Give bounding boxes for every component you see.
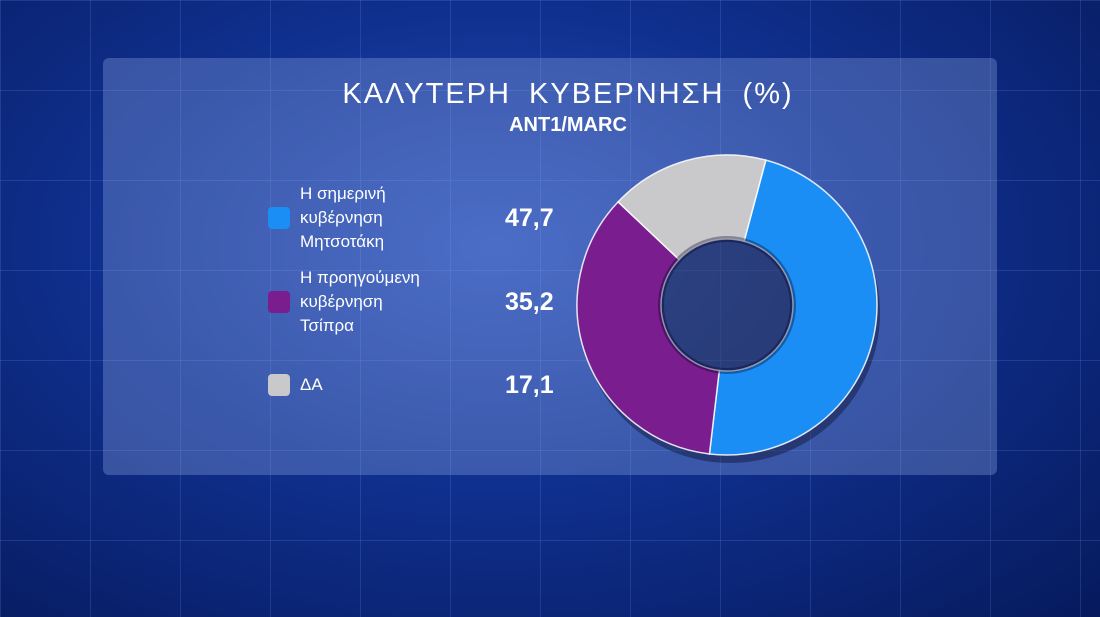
- legend-swatch: [268, 207, 290, 229]
- legend-label: Η σημερινή κυβέρνηση Μητσοτάκη: [300, 184, 386, 251]
- donut-hole-rim: [658, 236, 796, 374]
- chart-title: ΚΑΛΥΤΕΡΗ ΚΥΒΕΡΝΗΣΗ (%): [342, 78, 794, 110]
- donut-slice: [576, 200, 721, 455]
- legend-label: ΔΑ: [300, 375, 323, 394]
- legend-label: Η προηγούμενη κυβέρνηση Τσίπρα: [300, 268, 420, 335]
- value-label: 17,1: [505, 370, 554, 399]
- legend-swatch: [268, 291, 290, 313]
- chart-subtitle: ANT1/MARC: [509, 114, 627, 136]
- legend-item: Η προηγούμενη κυβέρνηση Τσίπρα 35,2: [268, 262, 554, 342]
- value-label: 47,7: [505, 203, 554, 232]
- legend-swatch: [268, 374, 290, 396]
- donut-slice: [708, 159, 878, 456]
- donut-slice: [617, 154, 767, 261]
- legend-item: ΔΑ 17,1: [268, 345, 554, 425]
- legend-item: Η σημερινή κυβέρνηση Μητσοτάκη 47,7: [268, 178, 554, 258]
- value-label: 35,2: [505, 287, 554, 316]
